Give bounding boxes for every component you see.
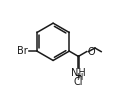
Text: H: H [76, 73, 82, 82]
Text: NH: NH [71, 68, 86, 78]
Text: O: O [87, 47, 95, 57]
Text: Cl: Cl [74, 77, 83, 87]
Text: Br: Br [17, 46, 28, 56]
